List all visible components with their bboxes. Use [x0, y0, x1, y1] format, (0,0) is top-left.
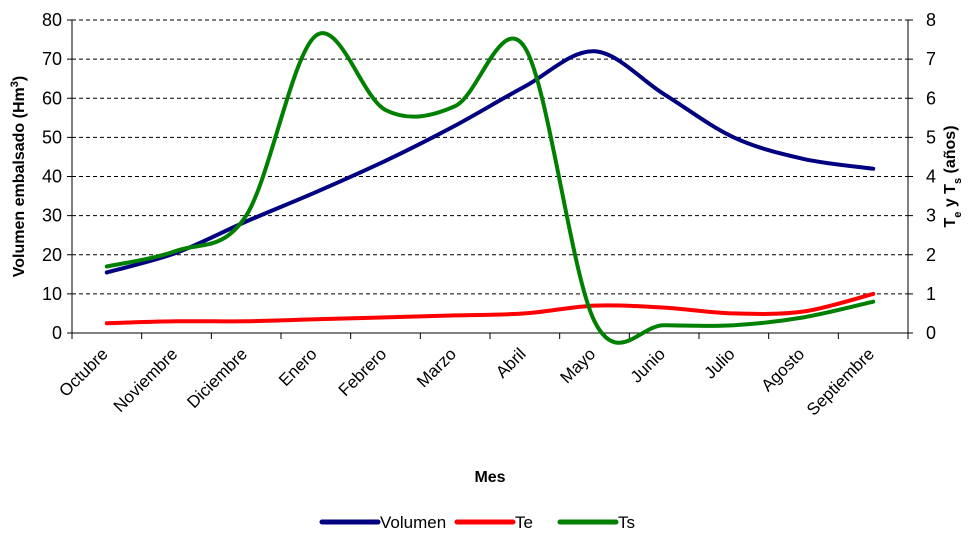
series-line-te — [104, 291, 876, 326]
y-right-title-t2: T — [942, 184, 959, 194]
x-tick-label: Julio — [701, 344, 739, 382]
y-right-tick-label: 2 — [926, 245, 936, 265]
y-left-tick-label: 30 — [42, 206, 62, 226]
y-right-tick-label: 3 — [926, 206, 936, 226]
gridlines — [72, 19, 908, 295]
y-right-tick-label: 1 — [926, 284, 936, 304]
x-tick-label: Mayo — [556, 344, 599, 387]
y-right-tick-label: 5 — [926, 127, 936, 147]
x-tick-label: Junio — [627, 344, 669, 386]
x-tick-label: Diciembre — [183, 344, 251, 412]
x-tick-label: Marzo — [413, 344, 460, 391]
y-left-title-sup: 3 — [9, 81, 21, 87]
axes — [67, 19, 913, 339]
y-left-tick-label: 20 — [42, 245, 62, 265]
legend-label-volumen: Volumen — [380, 513, 446, 532]
y-left-tick-label: 40 — [42, 167, 62, 187]
legend-label-te: Te — [515, 513, 533, 532]
y-left-tick-label: 10 — [42, 284, 62, 304]
y-right-tick-label: 0 — [926, 323, 936, 343]
y-right-title-end: (años) — [942, 125, 959, 177]
y-right-axis-title: Te y Ts (años) — [942, 125, 964, 227]
tick-labels: 0 10 20 30 40 50 60 70 80 0 1 2 3 4 5 6 7 8 OctubreNoviemb… — [42, 10, 936, 419]
x-tick-label: Enero — [275, 344, 321, 390]
y-right-tick-label: 4 — [926, 167, 936, 187]
y-right-title-sub1: e — [952, 212, 964, 218]
legend: Volumen Te Ts — [319, 513, 635, 532]
y-left-title-main: Volumen embalsado (Hm — [11, 87, 28, 277]
series-lines — [104, 31, 876, 345]
x-tick-label: Febrero — [335, 344, 391, 400]
y-right-title-t1: T — [942, 218, 959, 228]
y-left-tick-label: 60 — [42, 88, 62, 108]
x-tick-label: Noviembre — [110, 344, 182, 416]
x-axis-title: Mes — [474, 469, 505, 486]
y-left-axis-title: Volumen embalsado (Hm3) — [9, 76, 28, 277]
y-left-tick-label: 70 — [42, 49, 62, 69]
legend-label-ts: Ts — [618, 513, 635, 532]
x-tick-label: Septiembre — [803, 344, 878, 419]
y-left-title-end: ) — [11, 76, 28, 81]
x-tick-label: Agosto — [757, 344, 808, 395]
y-left-tick-label: 0 — [52, 323, 62, 343]
y-left-tick-label: 80 — [42, 10, 62, 30]
x-tick-label: Octubre — [55, 344, 111, 400]
y-right-tick-label: 6 — [926, 88, 936, 108]
x-tick-label: Abril — [492, 344, 529, 381]
y-right-tick-label: 8 — [926, 10, 936, 30]
y-right-tick-label: 7 — [926, 49, 936, 69]
y-right-title-mid: y — [942, 194, 959, 212]
y-right-title-sub2: s — [952, 178, 964, 184]
series-line-ts — [104, 31, 876, 345]
y-left-tick-label: 50 — [42, 127, 62, 147]
